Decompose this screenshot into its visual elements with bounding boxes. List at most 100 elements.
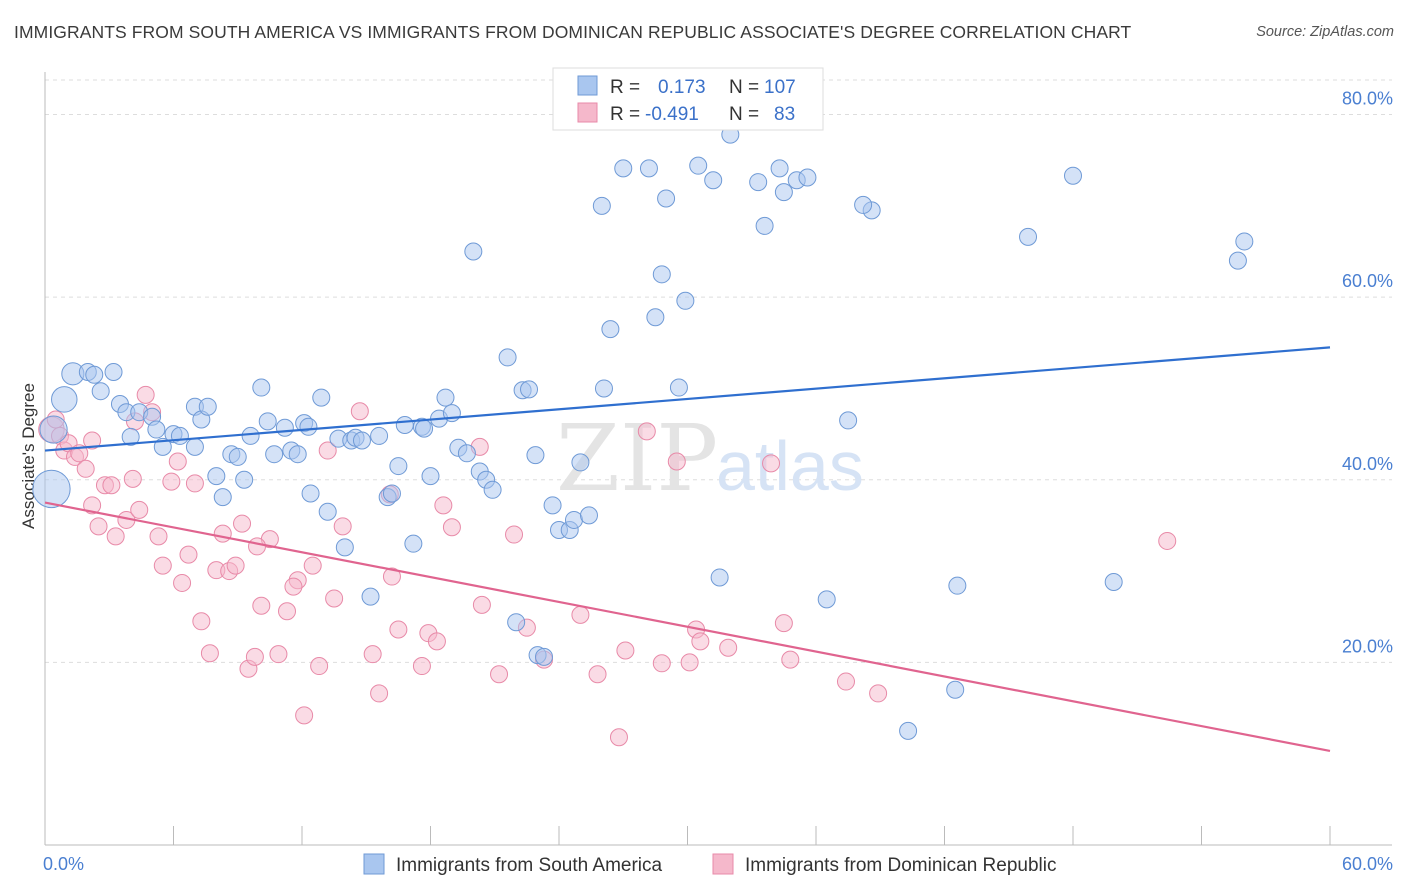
dominican-republic-point [179,545,198,564]
dominican-republic-point [278,602,297,621]
legend-swatch-pink [577,102,598,123]
dominican-republic-point [652,654,671,673]
dominican-republic-point [1158,531,1177,550]
dominican-republic-point [153,556,172,575]
south-america-point [301,484,320,503]
south-america-point [32,469,71,509]
axes [44,72,1392,846]
south-america-point [817,590,836,609]
south-america-point [1064,166,1082,185]
south-america-point [258,412,277,431]
south-america-point [592,196,611,215]
y-tick-label-40: 40.0% [1342,454,1393,474]
south-america-point [839,411,858,430]
south-america-point [704,171,723,190]
dominican-republic-point [76,459,95,478]
dominican-republic-point [213,524,232,543]
source-credit: Source: ZipAtlas.com [1256,24,1394,40]
south-america-point [252,378,271,397]
dominican-republic-point [588,665,607,684]
south-america-point [213,488,232,507]
dominican-republic-point [248,537,267,556]
south-america-point [85,365,104,384]
south-america-point [457,444,476,463]
south-america-point [507,613,526,632]
south-america-point [657,189,676,208]
south-america-point [389,457,408,476]
trend-lines [44,346,1331,753]
legend-r-label-1: R = [610,77,640,98]
dominican-republic-point [136,385,155,404]
south-america-point [91,382,110,401]
dominican-republic-point [295,706,314,725]
dominican-republic-point [350,402,369,421]
dominican-republic-point [123,469,142,488]
dominican-republic-point [269,645,288,664]
south-america-point [39,415,68,444]
dominican-republic-point [233,514,252,533]
south-america-point [854,195,873,214]
dominican-republic-point [245,647,264,666]
dominican-republic-point [412,657,431,676]
south-america-point [1104,573,1123,592]
south-america-point [676,291,695,310]
watermark: ZIP atlas [556,405,864,512]
dominican-republic-point [162,472,181,491]
south-america-point [543,496,562,515]
dominican-republic-point [149,527,168,546]
dominican-republic-point [83,431,102,450]
chart-title: IMMIGRANTS FROM SOUTH AMERICA VS IMMIGRA… [14,22,1132,42]
south-america-point [228,447,247,466]
south-america-point [361,587,380,606]
y-axis-title: Associate's Degree [19,383,38,529]
trend-line-dominican-republic [44,501,1331,753]
dominican-republic-point [303,556,322,575]
south-america-point [755,216,774,235]
dominican-republic-point [318,441,337,460]
dominican-republic-point [472,595,491,614]
legend-swatch-blue [577,75,598,96]
south-america-point [483,480,502,499]
south-america-point [520,380,539,399]
y-tick-label-20: 20.0% [1342,636,1393,656]
dominican-republic-point [836,672,855,691]
legend-n-label-1: N = [729,77,759,98]
dominican-republic-point [363,645,382,664]
south-america-point [948,576,967,595]
dominican-republic-point [774,614,793,633]
y-tick-label-60: 60.0% [1342,271,1393,291]
south-america-point [535,647,554,666]
dominican-republic-point [389,620,408,639]
y-tick-label-80: 80.0% [1342,89,1393,109]
dominican-republic-point [781,650,800,669]
dominican-republic-point [691,632,710,651]
dominican-republic-point [102,476,121,495]
south-america-point [147,420,166,439]
south-america-point [275,418,294,437]
south-america-point [1019,227,1038,246]
dominican-republic-point [333,517,352,536]
south-america-point [594,379,613,398]
dominican-republic-point [667,452,686,471]
south-america-point [689,156,708,175]
south-america-point [498,348,517,367]
dominican-republic-point [637,422,656,441]
south-america-point [198,397,217,416]
south-america-point [185,437,204,456]
x-tick-label-max: 60.0% [1342,854,1393,874]
dominican-republic-point [310,657,329,676]
trend-line-south-america [44,346,1331,452]
south-america-point [288,445,307,464]
y-tick-labels: 20.0% 40.0% 60.0% 80.0% [1342,89,1393,657]
south-america-point [646,308,665,327]
south-america-point [579,506,598,525]
legend-r-label-2: R = [610,104,640,125]
south-america-point [639,159,658,178]
legend-n-value-2: 83 [774,104,795,125]
south-america-point [370,426,389,445]
legend-n-value-1: 107 [764,77,796,98]
south-america-point [652,265,671,284]
south-america-point [312,388,331,407]
south-america-point [749,173,768,192]
